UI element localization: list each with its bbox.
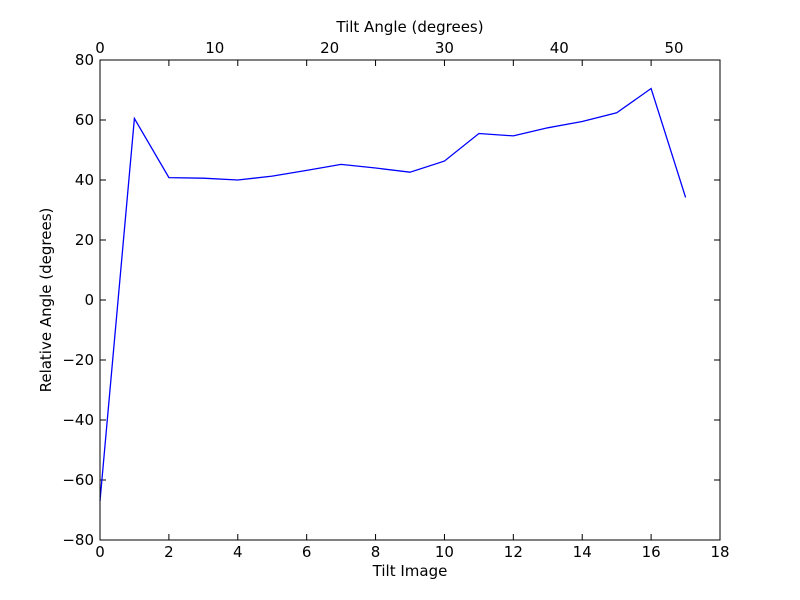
x2-tick-label: 10: [205, 39, 224, 57]
plot-frame: [99, 59, 721, 541]
plot-layer: [99, 87, 687, 502]
x-tick-label: 0: [95, 543, 105, 561]
top-x-axis-title: Tilt Angle (degrees): [335, 18, 483, 36]
x-tick-label: 6: [302, 543, 312, 561]
ticks-layer: 0 2 4 6 8 10 12 14 16 18 0 10 20 30 40 50 80 60 40 20 0 −20 −4…: [62, 39, 729, 561]
x-tick-label: 2: [164, 543, 174, 561]
x-tick-label: 8: [371, 543, 381, 561]
x-tick-label: 10: [435, 543, 454, 561]
x2-tick-label: 40: [550, 39, 569, 57]
x2-tick-label: 50: [665, 39, 684, 57]
x-tick-label: 4: [233, 543, 243, 561]
y-tick-label: 80: [75, 51, 94, 69]
x-tick-label: 18: [710, 543, 729, 561]
y-tick-label: −40: [62, 411, 94, 429]
x-axis-title: Tilt Image: [372, 562, 448, 580]
x-tick-label: 12: [504, 543, 523, 561]
y-tick-label: 60: [75, 111, 94, 129]
x-tick-label: 14: [573, 543, 592, 561]
x2-tick-label: 0: [95, 39, 105, 57]
y-axis-title: Relative Angle (degrees): [37, 208, 55, 393]
y-tick-label: −60: [62, 471, 94, 489]
y-tick-label: 40: [75, 171, 94, 189]
x2-tick-label: 30: [435, 39, 454, 57]
y-tick-label: 0: [84, 291, 94, 309]
y-tick-label: −20: [62, 351, 94, 369]
y-tick-label: 20: [75, 231, 94, 249]
series-line: [99, 87, 687, 502]
x-tick-label: 16: [642, 543, 661, 561]
y-tick-label: −80: [62, 531, 94, 549]
x2-tick-label: 20: [320, 39, 339, 57]
